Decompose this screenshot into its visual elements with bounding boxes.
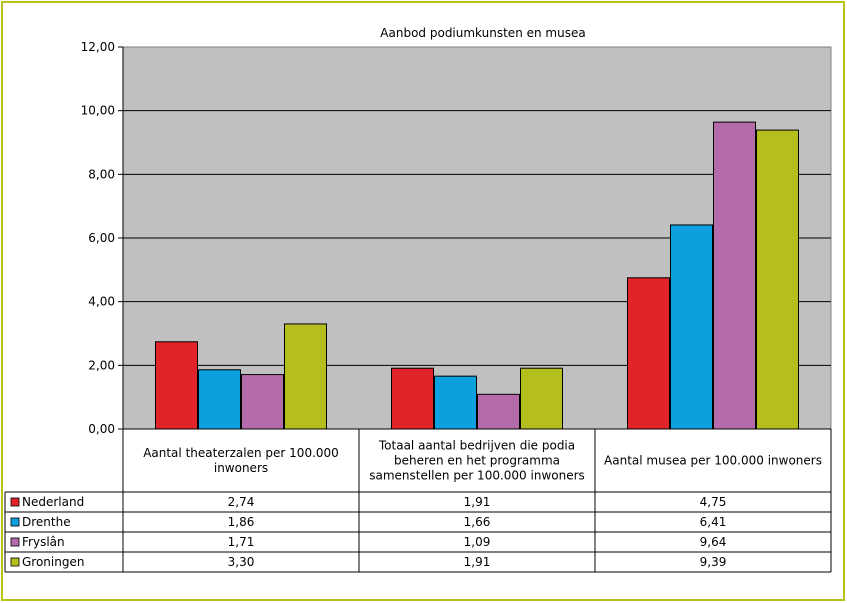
bar xyxy=(756,129,799,430)
category-label-line: beheren en het programma xyxy=(394,454,560,468)
legend-label: Groningen xyxy=(22,555,84,569)
y-tick-label: 4,00 xyxy=(88,295,115,309)
bar xyxy=(477,393,520,430)
data-value-cell: 9,64 xyxy=(700,535,727,549)
category-label-line: samenstellen per 100.000 inwoners xyxy=(369,469,585,483)
data-value-cell: 2,74 xyxy=(228,495,255,509)
data-value-cell: 3,30 xyxy=(228,555,255,569)
category-label: Aantal musea per 100.000 inwoners xyxy=(604,454,822,468)
category-label: Totaal aantal bedrijven die podia beheren… xyxy=(369,439,585,483)
legend-label: Nederland xyxy=(22,495,84,509)
y-tick-label: 8,00 xyxy=(88,167,115,181)
data-value-cell: 1,66 xyxy=(464,515,491,529)
category-label-line: Totaal aantal bedrijven die podia xyxy=(378,439,575,453)
bar xyxy=(713,121,756,430)
data-value-cell: 1,09 xyxy=(464,535,491,549)
data-table: Aantal theaterzalen per 100.000 inwoners T… xyxy=(4,429,832,573)
category-label: Aantal theaterzalen per 100.000 inwoners xyxy=(143,446,339,475)
legend-swatch xyxy=(10,517,20,527)
data-value-cell: 1,86 xyxy=(228,515,255,529)
bar xyxy=(520,367,563,430)
bar xyxy=(434,375,477,430)
data-value-cell: 1,91 xyxy=(464,555,491,569)
legend-label: Fryslân xyxy=(22,535,65,549)
bars xyxy=(155,121,799,430)
category-label-line: Aantal musea per 100.000 inwoners xyxy=(604,454,822,468)
bar xyxy=(198,369,241,430)
chart-title: Aanbod podiumkunsten en musea xyxy=(380,26,585,40)
bar xyxy=(284,323,327,430)
bar-chart: 0,00 2,00 4,00 6,00 8,00 10,00 12,00 Aantal th… xyxy=(4,26,832,573)
bar xyxy=(391,367,434,430)
bar xyxy=(670,224,713,430)
bar xyxy=(155,341,198,430)
data-value-cell: 1,71 xyxy=(228,535,255,549)
y-axis: 0,00 2,00 4,00 6,00 8,00 10,00 12,00 xyxy=(81,40,831,436)
data-value-cell: 1,91 xyxy=(464,495,491,509)
legend-label: Drenthe xyxy=(22,515,71,529)
bar xyxy=(627,277,670,430)
category-label-line: Aantal theaterzalen per 100.000 xyxy=(143,446,339,460)
data-value-cell: 9,39 xyxy=(700,555,727,569)
data-value-cell: 4,75 xyxy=(700,495,727,509)
category-label-line: inwoners xyxy=(214,461,268,475)
y-tick-label: 6,00 xyxy=(88,231,115,245)
bar xyxy=(241,374,284,430)
data-value-cell: 6,41 xyxy=(700,515,727,529)
legend-swatch xyxy=(10,557,20,567)
legend-swatch xyxy=(10,497,20,507)
y-tick-label: 2,00 xyxy=(88,358,115,372)
legend-swatch xyxy=(10,537,20,547)
y-tick-label: 12,00 xyxy=(81,40,115,54)
y-tick-label: 10,00 xyxy=(81,104,115,118)
y-tick-label: 0,00 xyxy=(88,422,115,436)
